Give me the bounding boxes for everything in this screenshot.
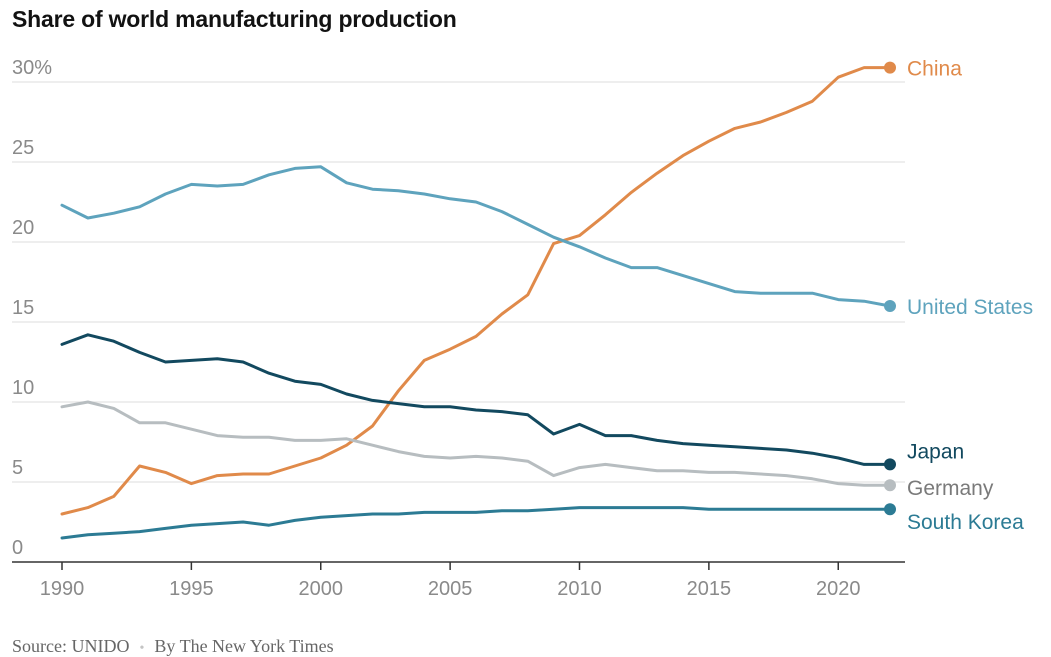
source-separator: • — [139, 641, 145, 656]
series-line-south-korea — [60, 506, 892, 540]
y-tick-labels: 0 5 10 15 20 25 30% — [12, 57, 52, 559]
series-end-dot-south-korea — [884, 503, 896, 516]
series-line-united-states — [60, 165, 892, 308]
series-line-china — [60, 66, 892, 516]
series-end-dot-china — [884, 61, 896, 74]
chart-title: Share of world manufacturing production — [12, 6, 457, 32]
y-tick-label-30: 30% — [12, 57, 52, 79]
x-tick-label-2015: 2015 — [687, 578, 732, 600]
byline: By The New York Times — [154, 636, 334, 656]
series-end-dot-germany — [884, 479, 896, 492]
x-axis: 1990 1995 2000 2005 2010 2015 2020 — [12, 561, 905, 600]
y-tick-label-20: 20 — [12, 217, 34, 239]
x-tick-label-1995: 1995 — [169, 578, 214, 600]
series-label-china: China — [907, 58, 962, 81]
x-tick-label-2020: 2020 — [816, 578, 861, 600]
series-end-dot-japan — [884, 458, 896, 471]
x-tick-label-1990: 1990 — [40, 578, 85, 600]
series-label-south-korea: South Korea — [907, 511, 1024, 534]
series-line-japan — [60, 333, 892, 466]
x-tick-label-2010: 2010 — [557, 578, 602, 600]
y-tick-label-0: 0 — [12, 537, 23, 559]
series-lines — [60, 61, 896, 540]
y-tick-label-15: 15 — [12, 297, 34, 319]
source-text: Source: UNIDO — [12, 636, 130, 656]
series-label-germany: Germany — [907, 477, 994, 500]
series-end-dot-united-states — [884, 300, 896, 312]
gridlines — [12, 81, 905, 483]
y-tick-label-25: 25 — [12, 137, 34, 159]
series-labels: China United States Japan Germany South Kore… — [907, 58, 1033, 535]
source-note: Source: UNIDO • By The New York Times — [12, 636, 334, 657]
series-line-germany — [60, 400, 892, 487]
y-tick-label-5: 5 — [12, 457, 23, 479]
series-label-united-states: United States — [907, 296, 1033, 319]
x-tick-label-2000: 2000 — [299, 578, 344, 600]
x-tick-label-2005: 2005 — [428, 578, 473, 600]
y-tick-label-10: 10 — [12, 377, 34, 399]
series-label-japan: Japan — [907, 440, 964, 463]
